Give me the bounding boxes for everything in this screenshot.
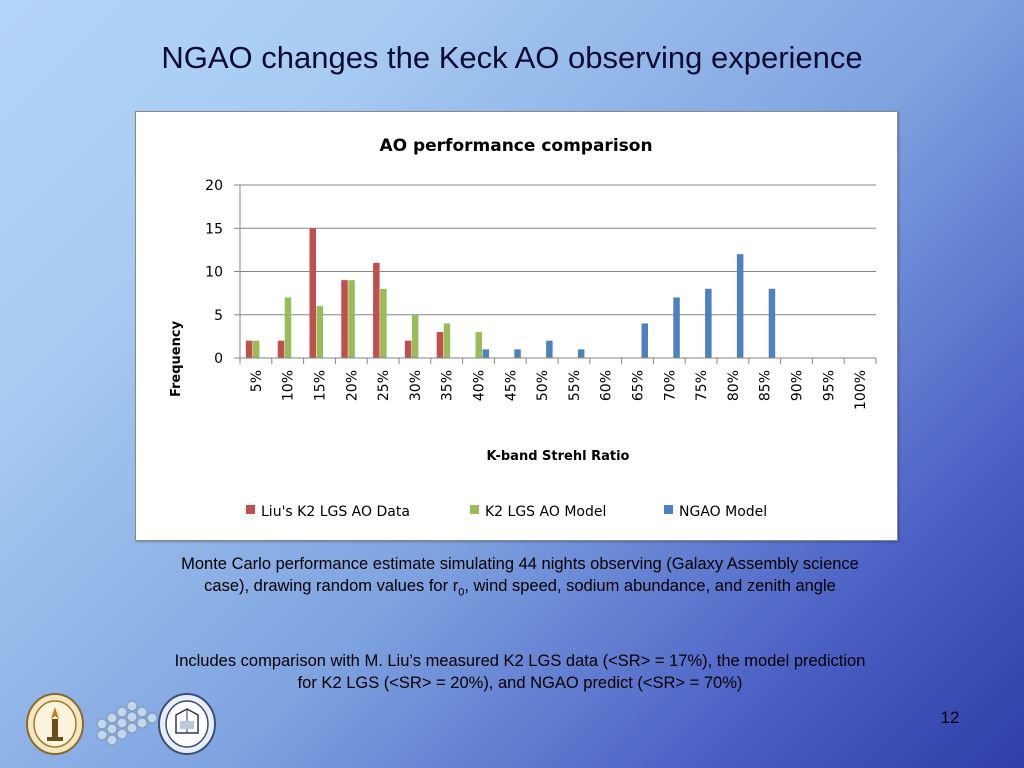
bar: [475, 332, 482, 358]
chart-svg: AO performance comparison 0 5 10 15 20 5% 10%…: [169, 136, 877, 520]
page-number: 12: [940, 708, 960, 727]
x-tick-label: 85%: [758, 370, 774, 401]
x-tick-label: 35%: [440, 370, 456, 401]
bar: [348, 280, 355, 358]
legend-swatch: [664, 505, 673, 514]
legend-item: Liu's K2 LGS AO Data: [246, 504, 410, 520]
legend-swatch: [470, 505, 479, 514]
bar: [309, 228, 316, 358]
caption-monte-carlo: Monte Carlo performance estimate simulat…: [170, 553, 870, 603]
y-tick-label: 20: [205, 178, 223, 194]
x-tick-label: 90%: [790, 370, 806, 401]
bar: [482, 349, 489, 358]
bar: [736, 254, 744, 358]
chart-panel: AO performance comparison 0 5 10 15 20 5% 10%…: [135, 111, 898, 541]
bar: [245, 340, 253, 358]
y-tick-label: 10: [205, 265, 223, 281]
chart-legend: Liu's K2 LGS AO Data K2 LGS AO Model NGAO …: [246, 504, 767, 520]
bar: [443, 323, 451, 358]
keck-mirror-segments-icon: [96, 700, 158, 746]
x-tick-label: 100%: [853, 370, 869, 410]
bar: [411, 314, 419, 358]
x-tick-label: 80%: [726, 370, 742, 401]
legend-item: NGAO Model: [664, 504, 767, 520]
bar: [768, 288, 776, 358]
x-tick-label: 25%: [376, 370, 392, 401]
legend-label: Liu's K2 LGS AO Data: [261, 504, 410, 520]
y-tick-label: 5: [214, 308, 223, 324]
bar: [546, 340, 553, 358]
x-tick-label: 10%: [281, 370, 297, 401]
y-tick-label: 0: [214, 351, 223, 367]
chart-gridlines: [240, 184, 876, 316]
legend-label: K2 LGS AO Model: [485, 504, 606, 520]
x-tick-label: 55%: [567, 370, 583, 401]
x-tick-label: 75%: [694, 370, 710, 401]
bar: [673, 297, 680, 358]
bar: [252, 340, 260, 358]
x-tick-label: 30%: [408, 370, 424, 401]
slide-title: NGAO changes the Keck AO observing exper…: [161, 40, 863, 75]
x-tick-label: 15%: [313, 370, 329, 401]
caption-comparison: Includes comparison with M. Liu’s measur…: [174, 652, 866, 692]
bar: [436, 332, 444, 358]
y-tick-labels: 0 5 10 15 20: [205, 178, 223, 367]
caption-1-text-b: , wind speed, sodium abundance, and zeni…: [464, 577, 836, 595]
bar: [380, 288, 387, 358]
bar: [284, 297, 292, 358]
bar: [577, 349, 585, 358]
x-tick-label: 70%: [662, 370, 678, 401]
x-tick-label: 5%: [249, 370, 265, 392]
x-tick-labels: 5% 10% 15% 20% 25% 30% 35% 40% 45% 50% 55% 60% 65% 70…: [249, 370, 869, 410]
bar: [373, 262, 380, 358]
x-tick-label: 95%: [821, 370, 837, 401]
y-tick-label: 15: [205, 221, 223, 237]
chart-title: AO performance comparison: [379, 136, 652, 156]
x-tick-label: 20%: [344, 370, 360, 401]
x-tick-label: 60%: [599, 370, 615, 401]
x-tick-label: 65%: [631, 370, 647, 401]
legend-swatch: [246, 505, 255, 514]
legend-label: NGAO Model: [679, 504, 767, 520]
x-axis-label: K-band Strehl Ratio: [487, 449, 630, 464]
caption-1-subscript: 0: [458, 586, 465, 599]
bar: [514, 349, 521, 358]
bar: [404, 340, 412, 358]
chart-axes: [234, 184, 877, 364]
bar: [705, 288, 712, 358]
bar: [341, 280, 348, 358]
bar: [641, 323, 648, 358]
caltech-seal-icon: [26, 693, 84, 755]
uc-seal-icon: [158, 693, 216, 755]
x-tick-label: 45%: [503, 370, 519, 401]
x-tick-label: 50%: [535, 370, 551, 401]
x-tick-label: 40%: [472, 370, 488, 401]
bar: [316, 306, 323, 358]
y-axis-label: Frequency: [169, 320, 184, 397]
legend-item: K2 LGS AO Model: [470, 504, 606, 520]
bar: [277, 340, 285, 358]
chart-bars: [245, 228, 776, 358]
caption-1-text-a: Monte Carlo performance estimate simulat…: [181, 555, 859, 595]
